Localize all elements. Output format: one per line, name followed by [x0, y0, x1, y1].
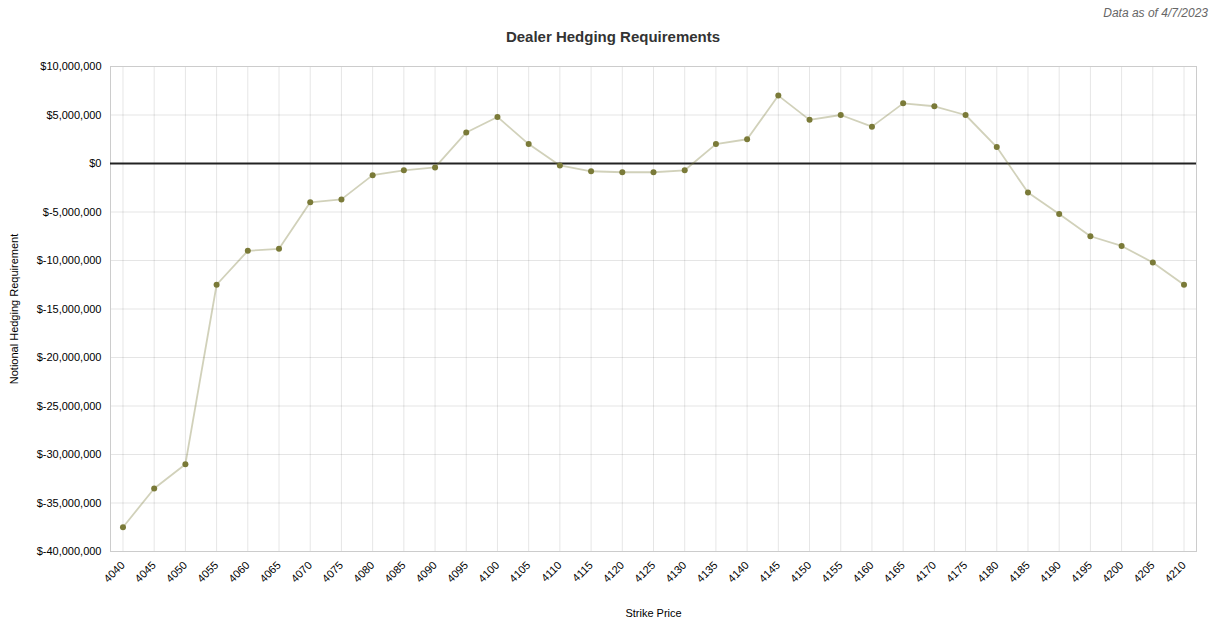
svg-text:4110: 4110: [539, 559, 564, 584]
svg-text:4090: 4090: [413, 559, 439, 585]
svg-text:4150: 4150: [788, 559, 814, 585]
svg-text:4180: 4180: [975, 559, 1001, 585]
html-text:Dealer Hedging Requirements: Dealer Hedging Requirements: [505, 28, 721, 45]
svg-text:4160: 4160: [850, 559, 876, 585]
svg-text:Strike Price: Strike Price: [625, 607, 681, 619]
svg-text:4170: 4170: [912, 559, 938, 585]
svg-text:4055: 4055: [195, 559, 221, 585]
svg-text:4040: 4040: [101, 559, 127, 585]
svg-text:4060: 4060: [226, 559, 252, 585]
html-text:Data as of 4/7/2023: Data as of 4/7/2023: [1103, 6, 1208, 20]
svg-text:$-30,000,000: $-30,000,000: [37, 448, 102, 460]
svg-text:4075: 4075: [320, 559, 346, 585]
svg-text:4195: 4195: [1069, 559, 1095, 585]
svg-text:4100: 4100: [476, 559, 502, 585]
svg-text:4065: 4065: [257, 559, 283, 585]
svg-text:Notional Hedging Requirement: Notional Hedging Requirement: [8, 234, 20, 384]
svg-text:$-35,000,000: $-35,000,000: [37, 497, 102, 509]
svg-text:4205: 4205: [1131, 559, 1157, 585]
svg-text:4135: 4135: [694, 559, 720, 585]
svg-text:$0: $0: [89, 157, 101, 169]
svg-text:4070: 4070: [288, 559, 314, 585]
svg-text:4105: 4105: [507, 559, 533, 585]
svg-text:4115: 4115: [570, 559, 595, 584]
svg-text:$-25,000,000: $-25,000,000: [37, 400, 102, 412]
svg-text:$-5,000,000: $-5,000,000: [43, 206, 102, 218]
svg-text:4200: 4200: [1100, 559, 1126, 585]
svg-text:4190: 4190: [1037, 559, 1063, 585]
svg-text:4210: 4210: [1162, 559, 1188, 585]
svg-text:4145: 4145: [756, 559, 782, 585]
svg-text:$-20,000,000: $-20,000,000: [37, 351, 102, 363]
svg-text:4120: 4120: [600, 559, 626, 585]
svg-text:$-10,000,000: $-10,000,000: [37, 254, 102, 266]
svg-text:4130: 4130: [663, 559, 689, 585]
svg-text:$5,000,000: $5,000,000: [46, 109, 101, 121]
svg-text:$10,000,000: $10,000,000: [40, 60, 101, 72]
svg-text:4125: 4125: [632, 559, 658, 585]
svg-text:4175: 4175: [944, 559, 970, 585]
svg-text:4050: 4050: [164, 559, 190, 585]
svg-text:4085: 4085: [382, 559, 408, 585]
svg-text:4155: 4155: [819, 559, 845, 585]
svg-text:4080: 4080: [351, 559, 377, 585]
svg-text:4045: 4045: [132, 559, 158, 585]
svg-text:4095: 4095: [444, 559, 470, 585]
svg-text:$-15,000,000: $-15,000,000: [37, 303, 102, 315]
svg-text:4140: 4140: [725, 559, 751, 585]
svg-text:4185: 4185: [1006, 559, 1032, 585]
svg-text:$-40,000,000: $-40,000,000: [37, 545, 102, 557]
svg-text:4165: 4165: [881, 559, 907, 585]
